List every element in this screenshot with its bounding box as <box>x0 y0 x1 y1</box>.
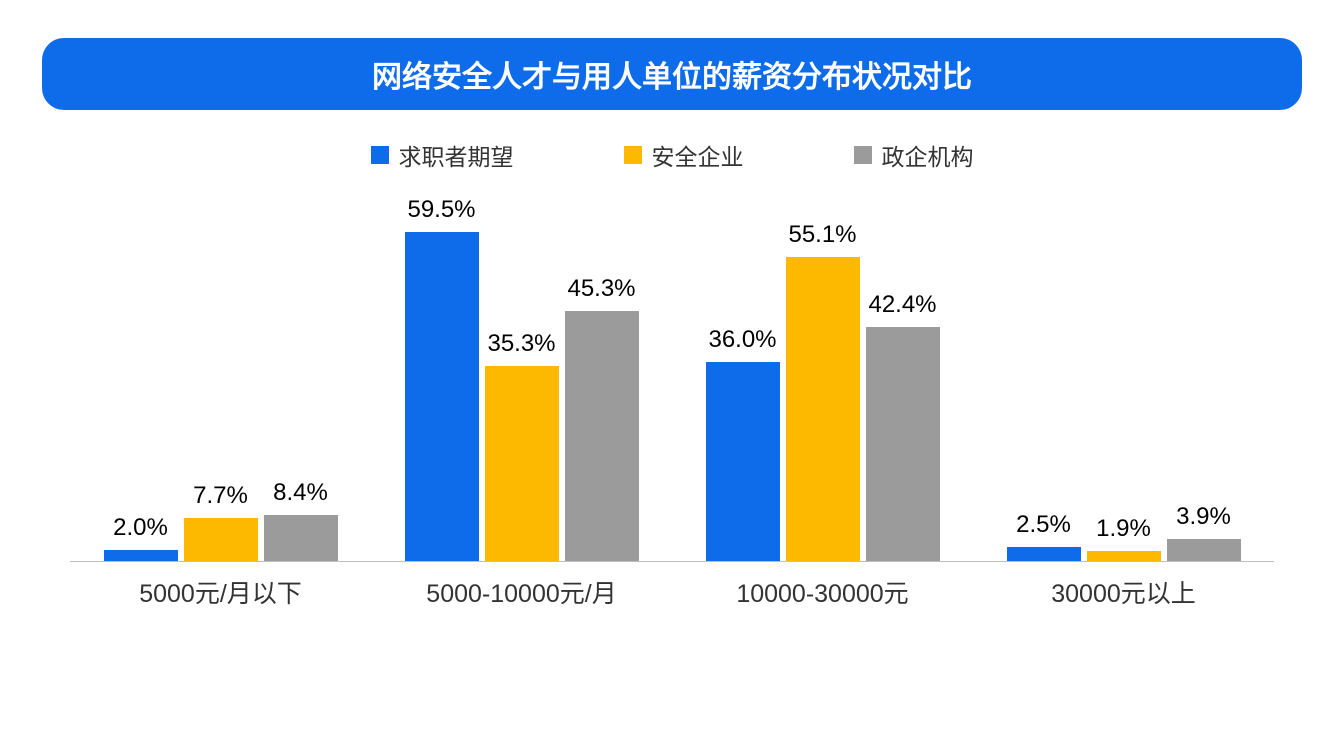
x-axis-label: 5000-10000元/月 <box>371 562 672 622</box>
legend-item: 求职者期望 <box>371 138 514 172</box>
bar-group: 36.0%55.1%42.4% <box>672 202 973 561</box>
chart-title-text: 网络安全人才与用人单位的薪资分布状况对比 <box>372 52 972 96</box>
bar: 55.1% <box>786 257 860 561</box>
legend-item: 安全企业 <box>624 138 744 172</box>
chart-area: 2.0%7.7%8.4%59.5%35.3%45.3%36.0%55.1%42.… <box>60 202 1284 622</box>
bar-value-label: 3.9% <box>1176 503 1231 531</box>
bar: 2.0% <box>104 550 178 561</box>
bar: 7.7% <box>184 518 258 561</box>
legend: 求职者期望 安全企业 政企机构 <box>0 138 1344 172</box>
x-axis-label: 30000元以上 <box>973 562 1274 622</box>
bar-value-label: 35.3% <box>487 330 555 358</box>
legend-label: 政企机构 <box>882 138 974 172</box>
legend-swatch-1 <box>624 146 642 164</box>
x-axis-labels: 5000元/月以下5000-10000元/月10000-30000元30000元… <box>70 562 1274 622</box>
bar-value-label: 45.3% <box>567 275 635 303</box>
bar: 59.5% <box>405 232 479 561</box>
bar-value-label: 59.5% <box>407 196 475 224</box>
legend-item: 政企机构 <box>854 138 974 172</box>
bar-value-label: 2.5% <box>1016 511 1071 539</box>
legend-swatch-0 <box>371 146 389 164</box>
bar-value-label: 2.0% <box>113 514 168 542</box>
bar: 8.4% <box>264 515 338 561</box>
bar-value-label: 7.7% <box>193 482 248 510</box>
bar-value-label: 8.4% <box>273 479 328 507</box>
legend-swatch-2 <box>854 146 872 164</box>
bar-value-label: 42.4% <box>868 291 936 319</box>
bar: 3.9% <box>1167 539 1241 561</box>
x-axis-label: 10000-30000元 <box>672 562 973 622</box>
bar-group: 2.0%7.7%8.4% <box>70 202 371 561</box>
bar-value-label: 1.9% <box>1096 515 1151 543</box>
bar-group: 2.5% 1.9% 3.9% <box>973 202 1274 561</box>
bar: 36.0% <box>706 362 780 561</box>
bar: 1.9% <box>1087 551 1161 561</box>
plot-area: 2.0%7.7%8.4%59.5%35.3%45.3%36.0%55.1%42.… <box>70 202 1274 562</box>
bar-group: 59.5%35.3%45.3% <box>371 202 672 561</box>
bar-value-label: 55.1% <box>788 221 856 249</box>
legend-label: 求职者期望 <box>399 138 514 172</box>
chart-title-banner: 网络安全人才与用人单位的薪资分布状况对比 <box>42 38 1302 110</box>
bar: 42.4% <box>866 327 940 561</box>
legend-label: 安全企业 <box>652 138 744 172</box>
bar: 35.3% <box>485 366 559 561</box>
bar: 45.3% <box>565 311 639 561</box>
x-axis-label: 5000元/月以下 <box>70 562 371 622</box>
bar: 2.5% <box>1007 547 1081 561</box>
bar-value-label: 36.0% <box>708 326 776 354</box>
